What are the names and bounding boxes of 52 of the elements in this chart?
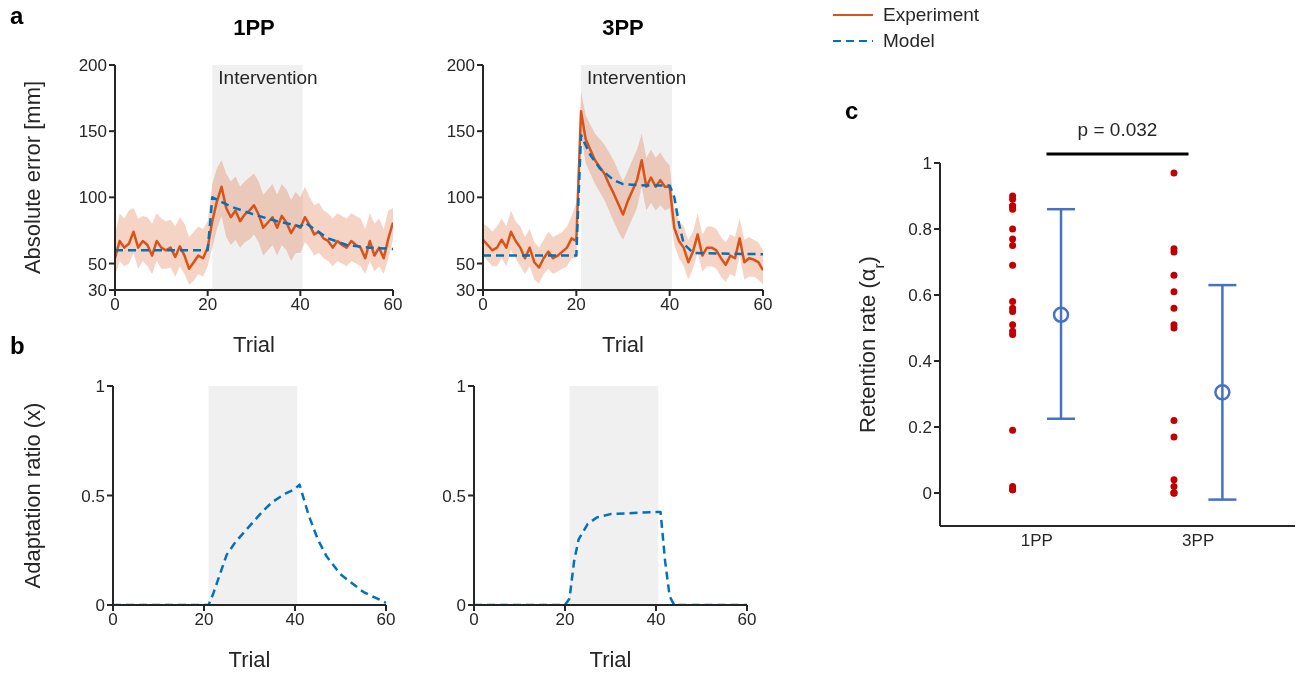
y-tick-label: 0.4 — [908, 352, 932, 372]
y-tick-label: 1 — [95, 377, 105, 397]
chart-title: 3PP — [602, 15, 644, 40]
text: a — [10, 2, 24, 29]
text: c — [845, 97, 859, 124]
chart-title: 1PP — [233, 15, 275, 40]
x-tick-label: 60 — [376, 610, 396, 630]
y-tick-label: 150 — [446, 122, 475, 142]
y-tick-label: 150 — [78, 122, 107, 142]
x-axis-title: Trial — [589, 647, 632, 672]
text: b — [10, 332, 25, 359]
x-tick-label: 60 — [753, 295, 773, 315]
y-axis-title: Absolute error [mm] — [20, 80, 45, 275]
x-tick-label: 40 — [290, 295, 310, 315]
y-tick-label: 0.6 — [908, 286, 932, 306]
band-label: Intervention — [218, 67, 318, 89]
y-tick-label: 200 — [446, 56, 475, 76]
y-tick-label: 200 — [78, 56, 107, 76]
y-axis-title: Adaptation ratio (x) — [20, 402, 45, 589]
x-tick-label: 20 — [566, 295, 586, 315]
x-tick-label: 0 — [478, 295, 488, 315]
x-tick-label: 0 — [110, 295, 120, 315]
legend-label: Experiment — [883, 4, 980, 26]
y-tick-label: 0.2 — [908, 418, 932, 438]
x-tick-label: 40 — [646, 610, 666, 630]
y-tick-label: 50 — [88, 254, 107, 274]
x-tick-label: 40 — [660, 295, 680, 315]
y-tick-label: 0.8 — [908, 220, 932, 240]
y-tick-label: 30 — [88, 281, 107, 301]
y-tick-label: 30 — [456, 281, 475, 301]
y-tick-label: 1 — [922, 154, 932, 174]
y-tick-label: 0 — [922, 484, 932, 504]
x-tick-label: 40 — [285, 610, 305, 630]
band-label: Intervention — [587, 67, 687, 89]
x-tick-label: 20 — [194, 610, 214, 630]
x-axis-title: Trial — [602, 332, 644, 357]
y-tick-label: 0.5 — [442, 486, 466, 506]
x-tick-label: 20 — [198, 295, 218, 315]
y-tick-label: 0 — [456, 596, 466, 616]
text: p = 0.032 — [1077, 119, 1158, 140]
x-tick-label: 20 — [555, 610, 575, 630]
legend-label: Model — [883, 30, 935, 52]
x-axis-title: Trial — [233, 332, 275, 357]
x-axis-title: Trial — [228, 647, 271, 672]
y-tick-label: 1 — [456, 377, 466, 397]
x-tick-label: 60 — [383, 295, 403, 315]
x-tick-label: 60 — [737, 610, 757, 630]
y-tick-label: 100 — [446, 188, 475, 208]
y-tick-label: 0.5 — [81, 486, 105, 506]
y-tick-label: 50 — [456, 254, 475, 274]
y-tick-label: 100 — [78, 188, 107, 208]
y-tick-label: 0 — [95, 596, 105, 616]
